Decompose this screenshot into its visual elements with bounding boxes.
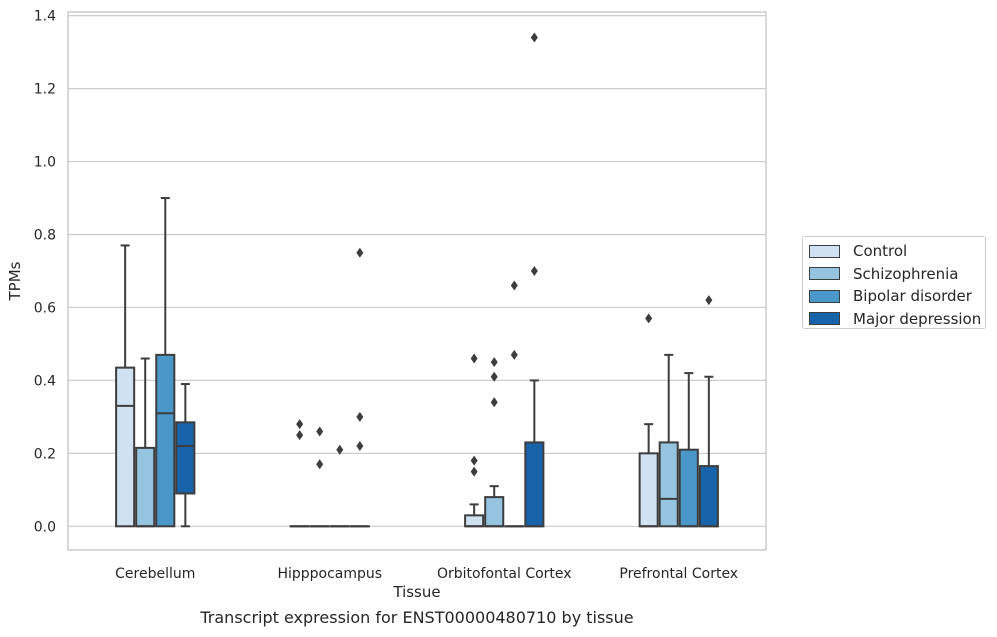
legend-item: Control: [809, 240, 985, 263]
box: [658, 353, 679, 528]
outlier-point: [296, 419, 304, 430]
x-axis-title: Tissue: [392, 583, 440, 601]
figure-caption: Transcript expression for ENST0000048071…: [200, 608, 634, 627]
box: [115, 244, 136, 528]
box: [504, 280, 525, 528]
box: [329, 444, 350, 528]
x-tick-label: Orbitofontal Cortex: [437, 566, 572, 582]
y-tick-label: 0.4: [34, 373, 56, 389]
outlier-point: [705, 295, 713, 306]
legend-swatch: [809, 244, 840, 258]
outlier-point: [510, 349, 518, 360]
outlier-point: [316, 426, 324, 437]
legend: Control Schizophrenia Bipolar disorder Majo…: [802, 236, 986, 329]
x-tick-label: Cerebellum: [115, 566, 195, 582]
legend-swatch: [809, 267, 840, 281]
box-body: [698, 465, 719, 528]
series-group: [155, 197, 699, 528]
box: [175, 383, 196, 528]
legend-item: Bipolar disorder: [809, 285, 985, 308]
outlier-point: [296, 430, 304, 441]
outlier-point: [645, 313, 653, 324]
box-body: [155, 353, 176, 528]
legend-item: Major depression: [809, 308, 985, 331]
y-axis-title: TPMs: [6, 261, 24, 301]
box: [349, 247, 370, 528]
y-tick-label: 0.8: [34, 227, 56, 243]
legend-label: Bipolar disorder: [853, 287, 972, 306]
legend-swatch: [809, 312, 840, 326]
y-axis-ticks: 0.0 0.2 0.4 0.6 0.8 1.0 1.2 1.4: [34, 9, 56, 536]
x-tick-label: Prefrontal Cortex: [619, 566, 738, 582]
outlier-point: [356, 247, 364, 258]
box-body: [524, 441, 545, 528]
box-body: [135, 446, 156, 528]
box-body: [484, 496, 505, 528]
box: [309, 426, 330, 528]
outlier-point: [530, 32, 538, 43]
series-group: [115, 244, 659, 528]
box: [524, 32, 545, 528]
outlier-point: [356, 441, 364, 452]
y-tick-label: 0.0: [34, 519, 56, 535]
y-tick-label: 1.4: [34, 9, 56, 25]
outlier-point: [490, 357, 498, 368]
legend-label: Major depression: [853, 309, 982, 328]
legend-label: Control: [853, 242, 908, 261]
outlier-point: [490, 397, 498, 408]
outlier-point: [510, 280, 518, 291]
box-body: [464, 514, 485, 528]
outlier-point: [316, 459, 324, 470]
box: [155, 197, 176, 528]
y-tick-label: 1.0: [34, 155, 56, 171]
series-group: [175, 32, 719, 528]
box: [698, 295, 719, 528]
outlier-point: [530, 265, 538, 276]
y-tick-label: 1.2: [34, 82, 56, 98]
box: [289, 419, 310, 528]
legend-item: Schizophrenia: [809, 263, 985, 286]
outlier-point: [490, 371, 498, 382]
outlier-point: [470, 466, 478, 477]
y-tick-label: 0.6: [34, 300, 56, 316]
x-axis-ticks: Cerebellum Hipppocampus Orbitofontal Corte…: [115, 566, 738, 582]
outlier-point: [470, 353, 478, 364]
outlier-point: [470, 455, 478, 466]
legend-swatch: [809, 289, 840, 303]
x-tick-label: Hipppocampus: [277, 566, 382, 582]
box-body: [678, 448, 699, 528]
series-group: [135, 353, 679, 528]
box: [484, 357, 505, 528]
plot-frame: [67, 11, 767, 551]
box-body: [115, 366, 136, 528]
box-body: [175, 421, 196, 495]
box: [135, 357, 156, 528]
outlier-point: [336, 444, 344, 455]
box-body: [638, 452, 659, 528]
box-series: [115, 32, 719, 528]
outlier-point: [356, 411, 364, 422]
box: [638, 313, 659, 528]
box-body: [658, 441, 679, 528]
box: [464, 353, 485, 528]
legend-label: Schizophrenia: [853, 264, 959, 283]
y-tick-label: 0.2: [34, 446, 56, 462]
box: [678, 372, 699, 528]
